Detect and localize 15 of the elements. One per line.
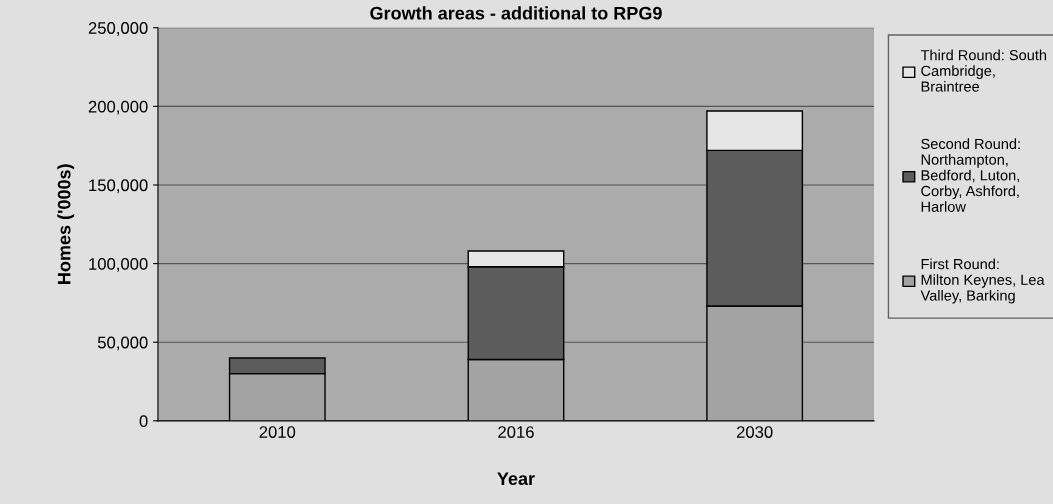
chart-title: Growth areas - additional to RPG9 xyxy=(370,6,662,20)
legend-label: First Round: Milton Keynes, Lea Valley, Barking xyxy=(920,258,1045,304)
y-axis-title: Homes ('000s) xyxy=(57,164,75,284)
legend-label: Second Round: Northampton, Bedford, Luton, Corby, Ashford, Harlow xyxy=(921,138,1020,212)
x-axis-title: Year xyxy=(497,472,535,486)
x-tick-label: 2016 xyxy=(498,426,534,438)
y-tick-label: 150,000 xyxy=(89,179,148,194)
y-tick-label: 50,000 xyxy=(97,336,148,351)
y-tick-label: 250,000 xyxy=(88,22,148,36)
y-tick-label: 0 xyxy=(139,415,148,428)
legend-label: Third Round: South Cambridge, Braintree xyxy=(920,49,1047,92)
x-tick-label: 2030 xyxy=(736,426,773,438)
y-tick-label: 200,000 xyxy=(88,100,148,115)
x-tick-label: 2010 xyxy=(259,426,296,438)
y-tick-label: 100,000 xyxy=(89,257,148,272)
